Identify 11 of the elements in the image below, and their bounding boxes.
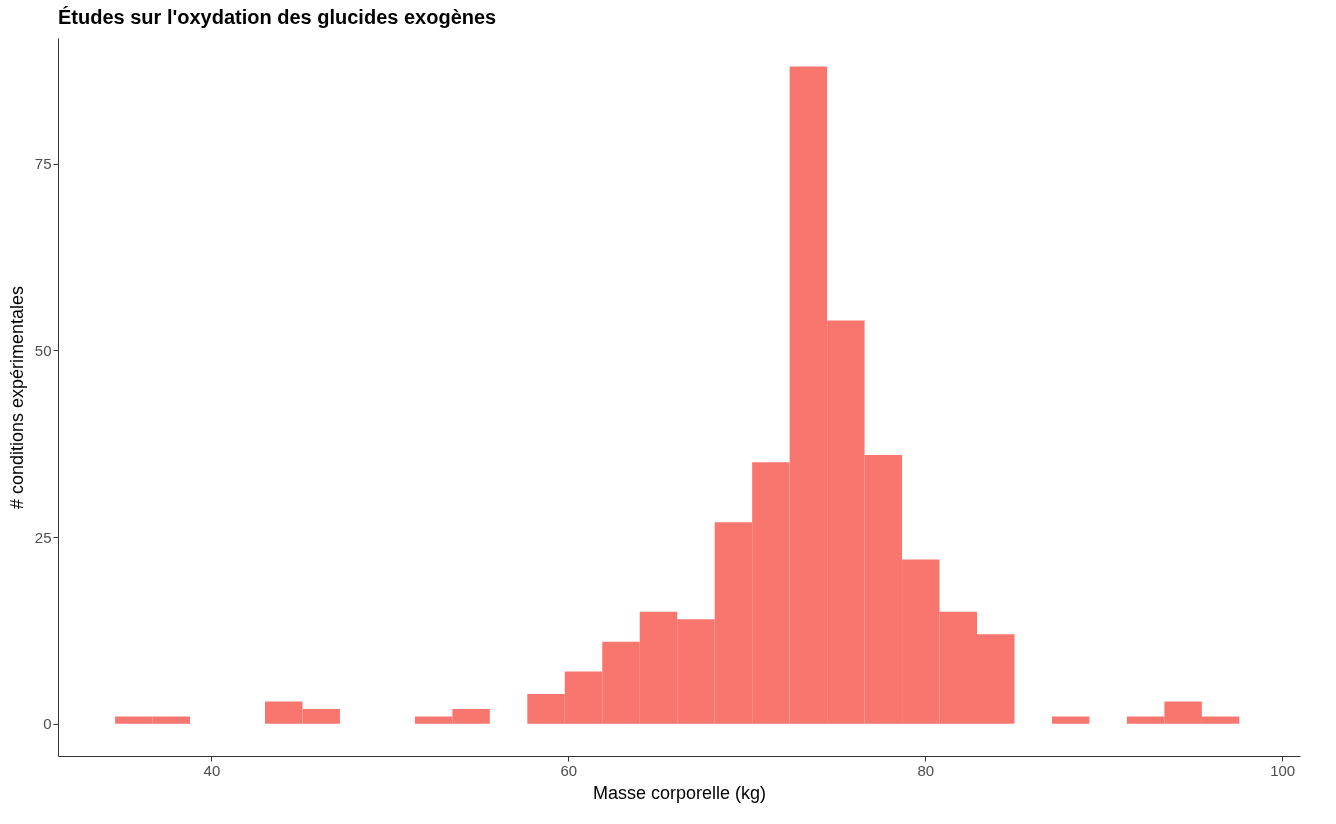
x-tick-label: 40 — [203, 761, 221, 779]
x-axis-title: Masse corporelle (kg) — [592, 782, 767, 803]
y-tick-label: 50 — [34, 341, 52, 359]
y-tick-label: 25 — [34, 528, 52, 546]
x-tick-label: 100 — [1270, 761, 1296, 779]
y-tick-label: 75 — [34, 155, 52, 173]
y-tick-label: 0 — [43, 715, 52, 733]
y-axis-title: # conditions expérimentales — [6, 285, 27, 510]
x-tick-label: 80 — [917, 761, 935, 779]
x-tick-label: 60 — [560, 761, 578, 779]
chart-title: Études sur l'oxydation des glucides exogènes — [58, 6, 497, 28]
